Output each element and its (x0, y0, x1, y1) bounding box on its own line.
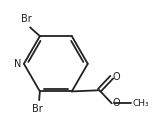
Text: N: N (14, 59, 21, 69)
Text: CH₃: CH₃ (132, 99, 149, 108)
Text: O: O (113, 72, 120, 82)
Text: O: O (113, 98, 120, 108)
Text: Br: Br (21, 14, 31, 24)
Text: Br: Br (32, 104, 42, 114)
